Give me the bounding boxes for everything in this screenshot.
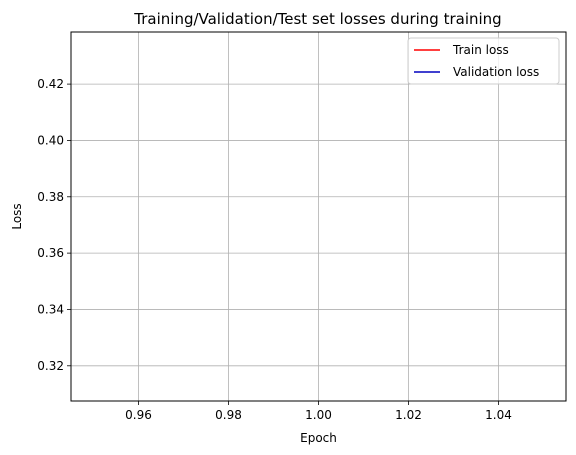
- y-tick-label: 0.42: [37, 77, 64, 91]
- x-tick-label: 1.00: [305, 408, 332, 422]
- plot-frame: [70, 31, 567, 402]
- legend-label-train: Train loss: [452, 43, 509, 57]
- y-tick-label: 0.34: [37, 302, 64, 316]
- grid-lines: [71, 32, 566, 401]
- x-tick-label: 1.02: [395, 408, 422, 422]
- x-axis-label: Epoch: [300, 431, 337, 445]
- legend-label-validation: Validation loss: [453, 65, 539, 79]
- x-axis-ticks: 0.96 0.98 1.00 1.02 1.04: [125, 401, 512, 422]
- legend-box: [407, 37, 560, 85]
- x-tick-label: 0.96: [125, 408, 152, 422]
- y-axis-label: Loss: [10, 203, 24, 229]
- x-tick-label: 0.98: [215, 408, 242, 422]
- y-tick-label: 0.32: [37, 359, 64, 373]
- y-tick-label: 0.38: [37, 190, 64, 204]
- legend: Train loss Validation loss: [407, 37, 560, 85]
- y-tick-label: 0.40: [37, 133, 64, 147]
- y-tick-label: 0.36: [37, 246, 64, 260]
- x-tick-label: 1.04: [485, 408, 512, 422]
- y-axis-ticks: 0.32 0.34 0.36 0.38 0.40 0.42: [37, 77, 71, 373]
- chart-title: Training/Validation/Test set losses duri…: [133, 10, 501, 28]
